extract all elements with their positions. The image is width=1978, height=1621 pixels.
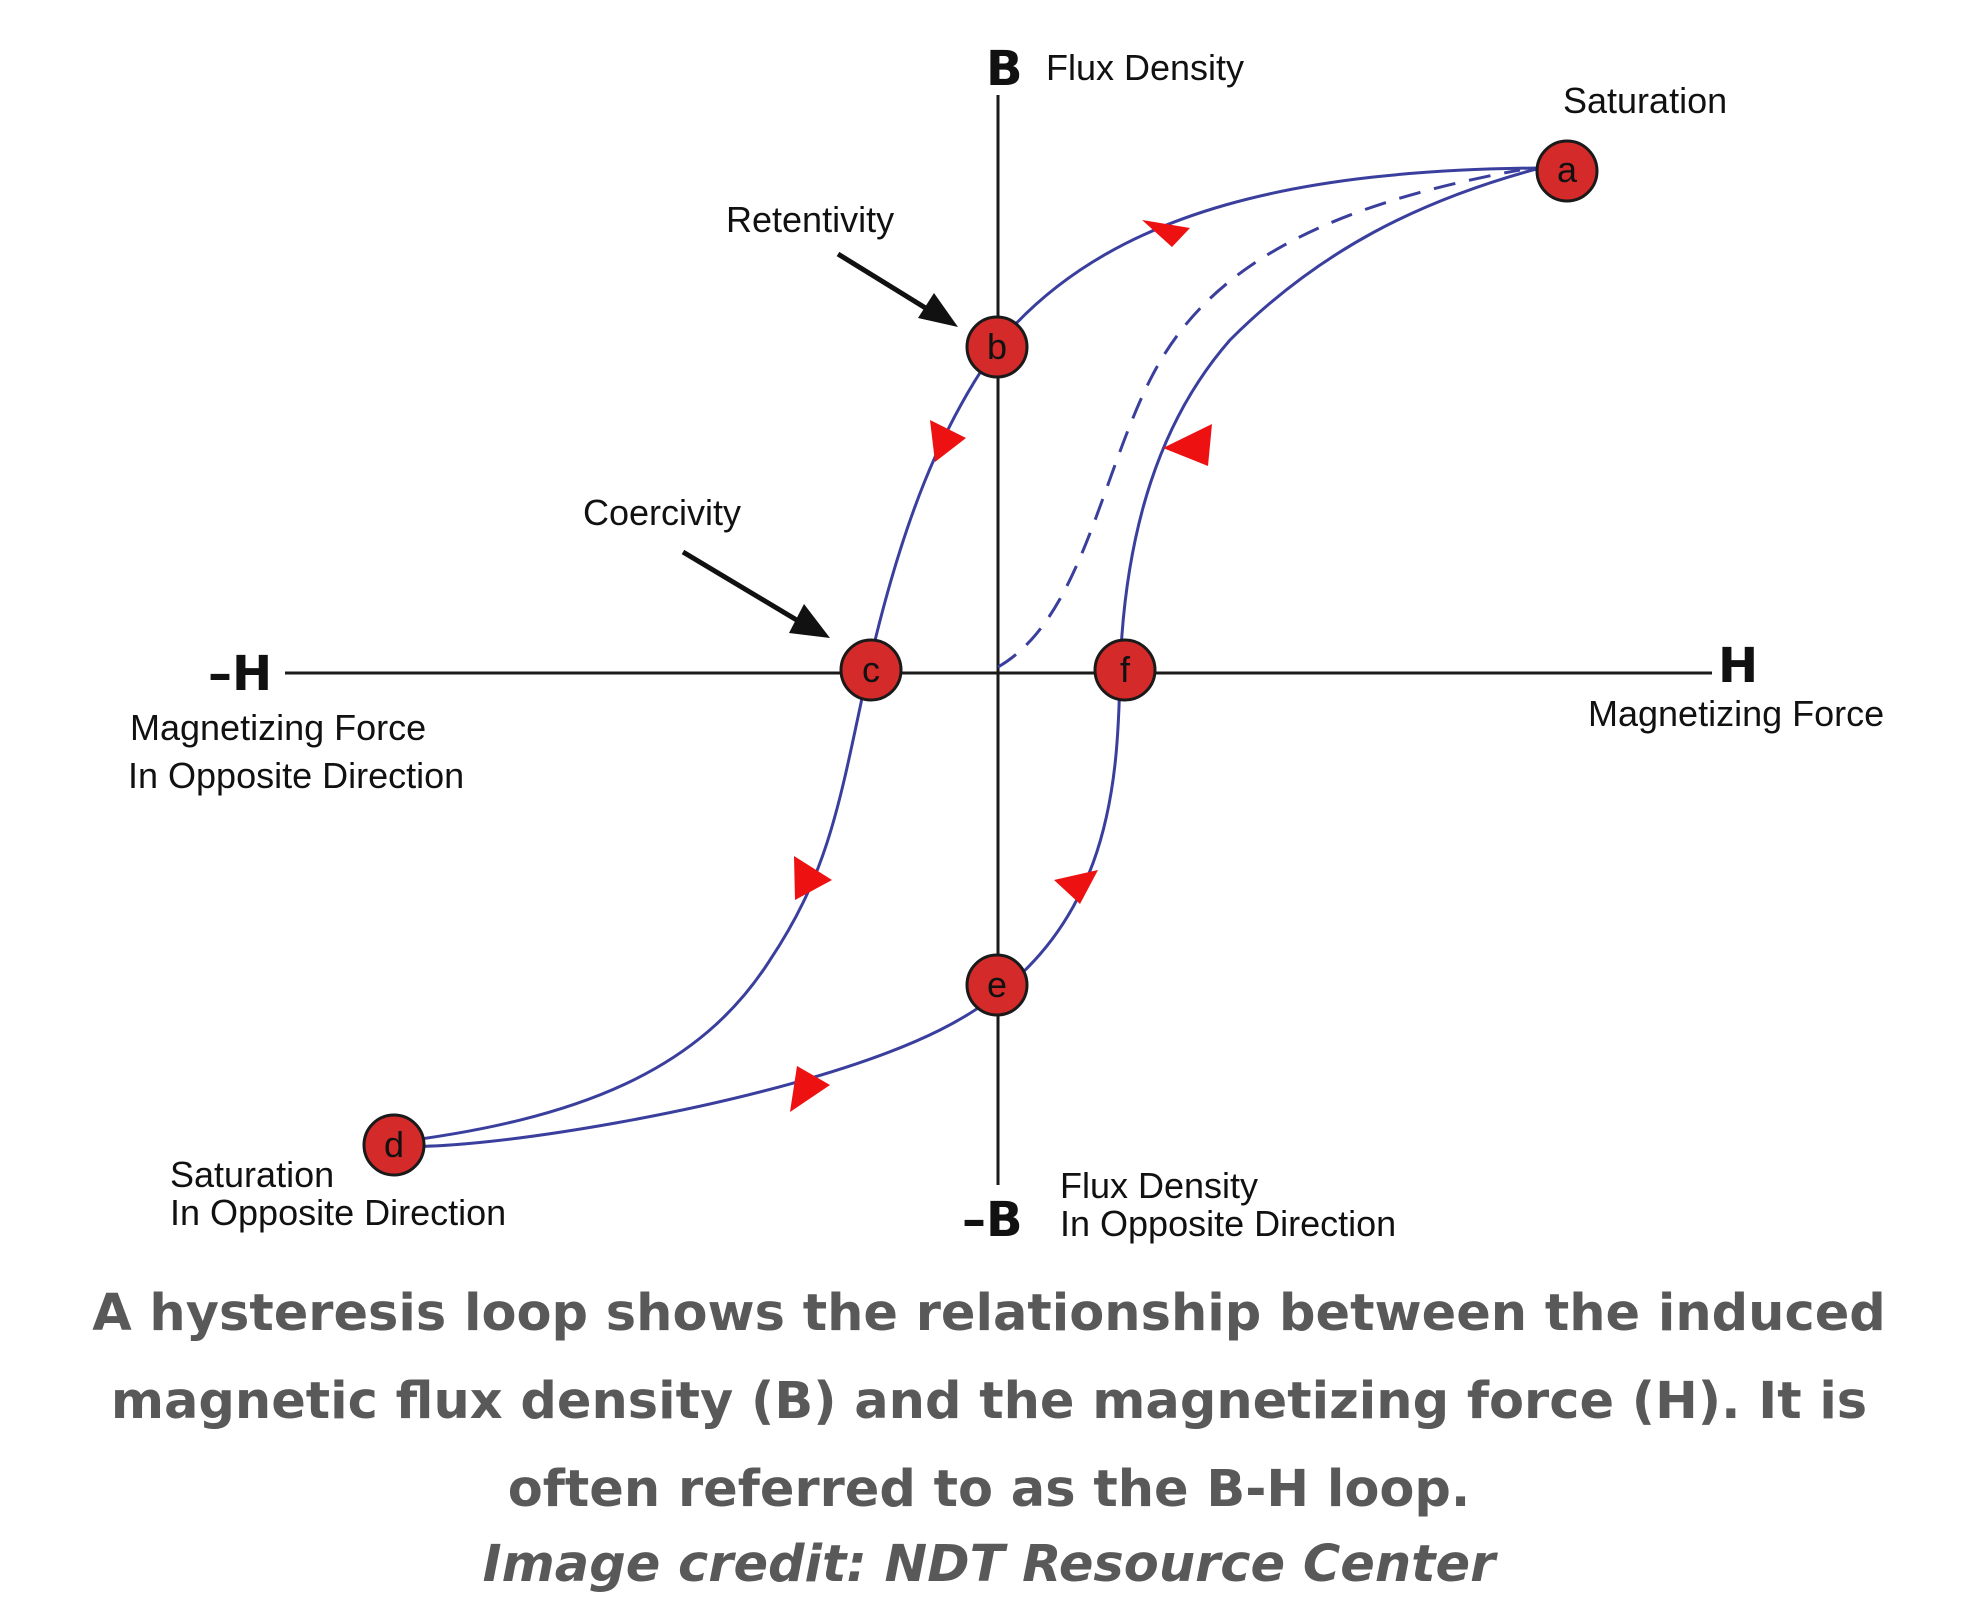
point-f-marker: f [1093,638,1157,702]
point-c-letter: c [862,649,880,690]
point-a-letter: a [1557,149,1578,190]
saturation-opposite-label-line2: In Opposite Direction [170,1192,506,1233]
point-e-letter: e [987,964,1007,1005]
h-axis-letter: H [1718,638,1758,694]
neg-b-axis-letter: –B [962,1192,1023,1248]
neg-b-axis-label-line2: In Opposite Direction [1060,1203,1396,1244]
direction-arrow-cd [794,856,832,900]
figure-caption: A hysteresis loop shows the relationship… [92,1284,1886,1519]
neg-h-axis-label-line2: In Opposite Direction [128,755,464,796]
point-e-marker: e [965,953,1029,1017]
coercivity-pointer [681,549,802,625]
coercivity-pointer-head [789,604,830,638]
point-b-letter: b [987,326,1007,367]
retentivity-pointer [836,251,934,315]
b-axis-letter: B [986,41,1023,97]
direction-arrow-bc [930,420,966,462]
retentivity-label: Retentivity [726,199,894,240]
neg-h-axis-label-line1: Magnetizing Force [130,707,426,748]
coercivity-label: Coercivity [583,492,741,533]
saturation-opposite-label-line1: Saturation [170,1154,334,1195]
neg-h-axis-letter: –H [208,646,272,702]
h-axis-label: Magnetizing Force [1588,693,1884,734]
b-axis-label: Flux Density [1046,47,1244,88]
direction-arrow-ef [1054,870,1098,904]
point-d-marker: d [362,1113,426,1177]
point-b-marker: b [965,315,1029,379]
descending-branch [389,166,1541,1145]
neg-b-axis-label-line1: Flux Density [1060,1165,1258,1206]
direction-arrow-fa [1163,424,1212,466]
point-a-marker: a [1535,139,1599,203]
point-d-letter: d [384,1124,404,1165]
retentivity-pointer-head [918,293,958,327]
saturation-label: Saturation [1563,80,1727,121]
initial-magnetization-curve [997,168,1521,669]
ascending-branch [389,166,1541,1148]
direction-arrow-de [790,1066,830,1112]
image-credit: Image credit: NDT Resource Center [482,1535,1496,1594]
point-c-marker: c [839,638,903,702]
direction-arrow-ab [1142,220,1190,247]
point-f-letter: f [1120,649,1131,690]
